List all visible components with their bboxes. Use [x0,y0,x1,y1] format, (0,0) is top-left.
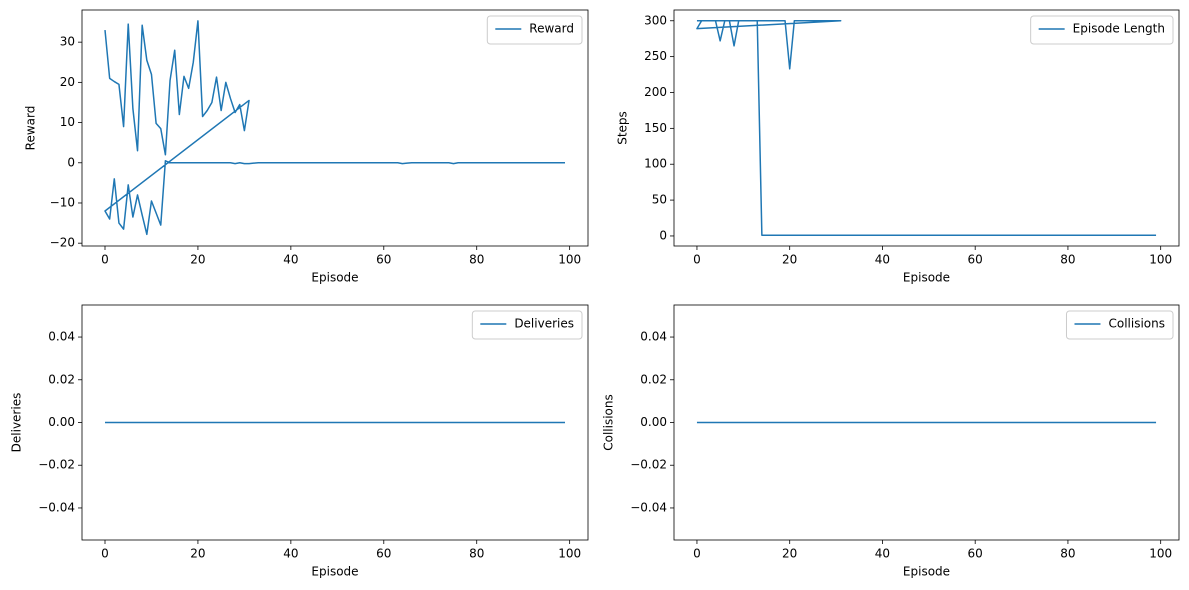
x-tick-label: 80 [1060,547,1075,561]
y-tick-label: −10 [50,195,75,209]
x-tick-label: 40 [283,547,298,561]
x-tick-label: 60 [376,547,391,561]
y-tick-label: 0.02 [48,372,75,386]
y-axis-label: Steps [616,111,630,145]
y-tick-label: 0.02 [640,372,667,386]
x-tick-label: 40 [875,253,890,267]
y-tick-label: 200 [644,85,667,99]
x-tick-label: 0 [101,547,109,561]
y-tick-label: 20 [60,75,75,89]
axes-frame [673,9,1180,247]
legend-label: Reward [529,22,574,36]
subplot: 0 20 40 60 80 100 −0.04 −0.02 0.00 0.02 0.04 Episod… [602,304,1180,579]
legend-label: Episode Length [1073,22,1165,36]
x-tick-label: 100 [558,253,581,267]
legend-frame [1065,310,1174,340]
y-tick-label: 0.00 [48,415,75,429]
y-tick-label: 150 [644,121,667,135]
x-tick-label: 80 [1060,253,1075,267]
legend-frame [486,15,583,45]
legend: Collisions [1065,310,1174,340]
y-axis-label: Reward [24,106,38,151]
y-tick-label: 10 [60,115,75,129]
x-tick-label: 100 [1149,547,1172,561]
x-tick-label: 0 [693,547,701,561]
x-axis-label: Episode [903,271,950,285]
x-tick-label: 80 [469,547,484,561]
data-line [696,20,1157,236]
legend: Episode Length [1030,15,1174,45]
y-tick-label: 0 [659,228,667,242]
x-axis-label: Episode [311,565,358,579]
subplot: 0 20 40 60 80 100 0 50 100 150 200 250 300 Episode Ste… [616,9,1180,285]
x-tick-label: 0 [101,253,109,267]
x-tick-label: 40 [283,253,298,267]
x-tick-label: 40 [875,547,890,561]
x-axis-label: Episode [311,271,358,285]
subplot: 0 20 40 60 80 100 −20 −10 0 10 20 30 Episode Reward Re… [24,9,589,285]
y-tick-label: 0 [67,155,75,169]
axes-frame [673,304,1180,541]
x-tick-label: 100 [1149,253,1172,267]
x-tick-label: 20 [190,253,205,267]
x-tick-label: 20 [190,547,205,561]
y-tick-label: −0.02 [630,458,667,472]
y-tick-label: 250 [644,49,667,63]
x-tick-label: 80 [469,253,484,267]
y-tick-label: 0.04 [640,330,667,344]
x-tick-label: 60 [968,253,983,267]
legend-frame [1030,15,1174,45]
y-tick-label: −20 [50,236,75,250]
y-axis-label: Deliveries [10,393,24,453]
y-tick-label: 30 [60,35,75,49]
legend: Deliveries [471,310,583,340]
x-tick-label: 0 [693,253,701,267]
y-tick-label: 50 [652,193,667,207]
axes-frame [81,304,589,541]
legend: Reward [486,15,583,45]
x-tick-label: 60 [968,547,983,561]
y-tick-label: 100 [644,157,667,171]
x-tick-label: 20 [782,253,797,267]
legend-label: Deliveries [514,317,574,331]
y-tick-label: −0.02 [38,458,75,472]
x-tick-label: 60 [376,253,391,267]
y-axis-label: Collisions [602,394,616,451]
legend-frame [471,310,583,340]
y-tick-label: −0.04 [630,500,667,514]
y-tick-label: 0.00 [640,415,667,429]
y-tick-label: −0.04 [38,500,75,514]
y-tick-label: 300 [644,13,667,27]
x-tick-label: 20 [782,547,797,561]
axes-frame [81,9,589,247]
x-tick-label: 100 [558,547,581,561]
x-axis-label: Episode [903,565,950,579]
legend-label: Collisions [1108,317,1165,331]
subplot: 0 20 40 60 80 100 −0.04 −0.02 0.00 0.02 0.04 Episod… [10,304,589,579]
y-tick-label: 0.04 [48,330,75,344]
data-line [104,20,565,236]
